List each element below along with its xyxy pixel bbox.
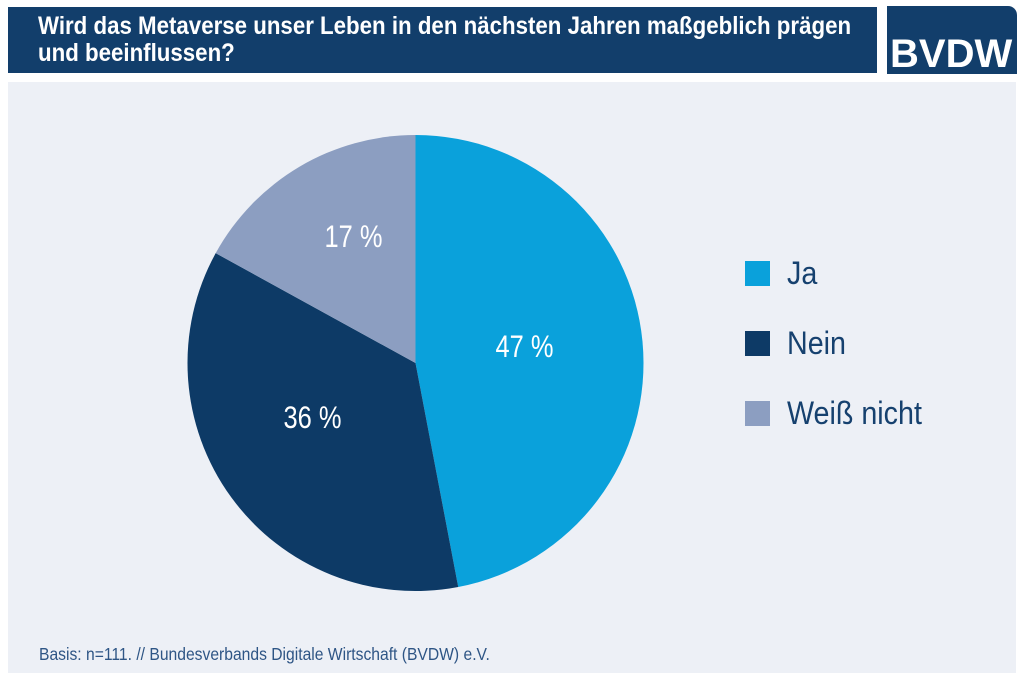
question-title-line-1: Wird das Metaverse unser Leben in den nä…: [38, 12, 852, 40]
legend-swatch-ja: [745, 261, 770, 286]
pie-label-wei-nicht: 17 %: [325, 218, 383, 254]
pie-label-ja: 47 %: [496, 328, 554, 364]
question-title-line-2: und beeinflussen?: [38, 39, 235, 67]
bvdw-logo-text: BVDW: [890, 32, 1013, 76]
legend-swatch-weiss-nicht: [745, 401, 770, 426]
question-header-bar: Wird das Metaverse unser Leben in den nä…: [8, 7, 877, 73]
source-note: Basis: n=111. // Bundesverbands Digitale…: [39, 644, 490, 664]
pie-slice-ja: [415, 135, 644, 587]
legend-label-nein: Nein: [787, 325, 846, 361]
legend: Ja Nein Weiß nicht: [745, 255, 938, 431]
pie-slice-wei-nicht: [215, 135, 416, 363]
question-title: Wird das Metaverse unser Leben in den nä…: [38, 13, 851, 67]
pie-slice-nein: [187, 253, 459, 591]
legend-swatch-nein: [745, 331, 770, 356]
legend-item-weiss-nicht: Weiß nicht: [745, 395, 938, 431]
legend-label-weiss-nicht: Weiß nicht: [787, 395, 922, 431]
legend-label-ja: Ja: [787, 255, 818, 291]
bvdw-logo-box: BVDW: [887, 6, 1017, 74]
legend-item-ja: Ja: [745, 255, 938, 291]
chart-panel: 47 % 36 % 17 % Ja Nein Weiß nicht Basis: n…: [8, 82, 1016, 673]
pie-chart: 47 % 36 % 17 %: [187, 135, 644, 591]
pie-label-nein: 36 %: [284, 399, 342, 435]
legend-item-nein: Nein: [745, 325, 938, 361]
